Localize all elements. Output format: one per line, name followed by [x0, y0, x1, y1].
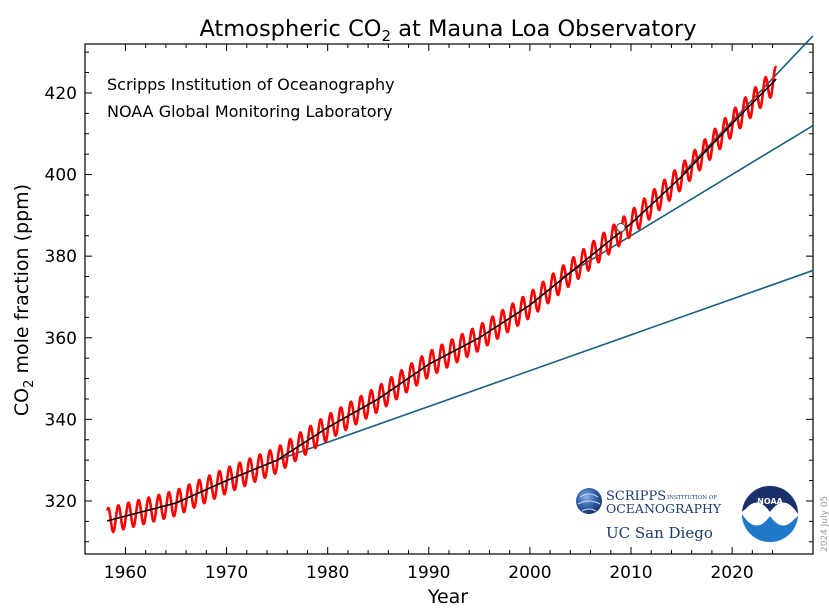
- y-tick-label: 420: [45, 84, 77, 104]
- y-axis-ticks: 320 340 360 380 400 420: [45, 51, 813, 543]
- scripps-logo-line1-small: INSTITUTION OF: [667, 495, 717, 501]
- scripps-logo-line1: SCRIPPS: [606, 489, 666, 504]
- x-axis-ticks: 1960 1970 1980 1990 2000 2010 2020: [104, 44, 774, 583]
- y-tick-label: 320: [45, 492, 77, 512]
- annotation-noaa: NOAA Global Monitoring Laboratory: [107, 102, 393, 121]
- x-axis-label: Year: [427, 586, 468, 608]
- projection-line-1: [276, 269, 814, 461]
- y-tick-label: 380: [45, 247, 77, 267]
- date-stamp: 2024 July 05: [820, 496, 829, 552]
- highlight-marker: [616, 222, 626, 233]
- scripps-logo-line2: OCEANOGRAPHY: [606, 501, 722, 516]
- x-tick-label: 1960: [104, 563, 147, 583]
- y-tick-label: 340: [45, 410, 77, 430]
- x-tick-label: 2020: [710, 563, 753, 583]
- ucsd-logo: UC San Diego: [606, 524, 713, 542]
- y-tick-label: 360: [45, 329, 77, 349]
- x-tick-label: 1970: [205, 563, 248, 583]
- projection-line-2: [559, 124, 814, 280]
- annotation-scripps: Scripps Institution of Oceanography: [107, 75, 395, 94]
- scripps-logo: SCRIPPS INSTITUTION OF OCEANOGRAPHY: [576, 488, 722, 516]
- monthly-mean-line: [105, 65, 778, 534]
- plot-area: [84, 43, 814, 555]
- y-axis-label: CO2 mole fraction (ppm): [11, 184, 37, 416]
- x-tick-label: 1990: [407, 563, 450, 583]
- data-series: [105, 65, 778, 534]
- noaa-logo: NOAA: [740, 485, 800, 543]
- chart-title: Atmospheric CO2 at Mauna Loa Observatory: [199, 16, 696, 45]
- x-tick-label: 1980: [306, 563, 349, 583]
- seasonally-corrected-line: [107, 78, 777, 522]
- x-tick-label: 2000: [508, 563, 551, 583]
- y-tick-label: 400: [45, 166, 77, 186]
- noaa-logo-text: NOAA: [757, 497, 783, 506]
- x-tick-label: 2010: [609, 563, 652, 583]
